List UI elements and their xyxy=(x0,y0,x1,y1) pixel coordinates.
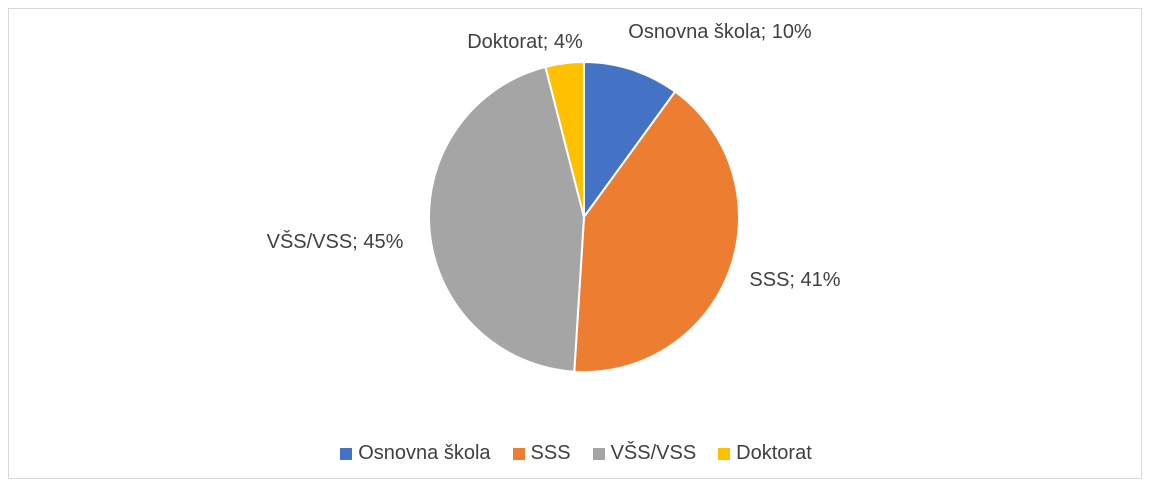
legend-label: Osnovna škola xyxy=(358,442,491,464)
chart-frame xyxy=(8,8,1142,479)
legend-swatch xyxy=(718,447,731,460)
data-label: VŠS/VSS; 45% xyxy=(266,231,404,253)
legend-label: Doktorat xyxy=(736,442,812,464)
legend-label: VŠS/VSS xyxy=(610,442,697,464)
pie-slice xyxy=(583,60,677,221)
legend: Osnovna škola SSS VŠS/VSS Doktorat xyxy=(0,442,1152,465)
data-label: SSS; 41% xyxy=(749,269,841,291)
pie-slice xyxy=(544,60,585,218)
data-label: Osnovna škola; 10% xyxy=(628,21,812,43)
legend-swatch xyxy=(592,447,605,460)
legend-swatch xyxy=(512,447,525,460)
legend-label: SSS xyxy=(530,442,571,464)
pie-slice xyxy=(573,90,740,373)
legend-item: Osnovna škola xyxy=(340,442,491,465)
legend-item: Doktorat xyxy=(718,442,812,465)
legend-item: SSS xyxy=(512,442,571,465)
legend-item: VŠS/VSS xyxy=(592,442,697,465)
data-label: Doktorat; 4% xyxy=(467,31,583,53)
pie-slice xyxy=(428,65,586,373)
legend-swatch xyxy=(340,447,353,460)
